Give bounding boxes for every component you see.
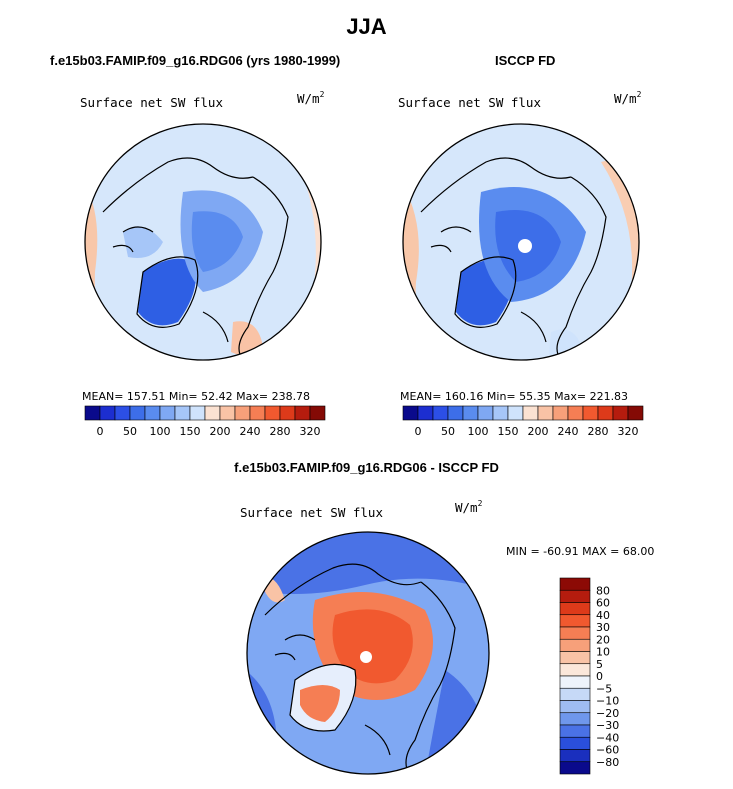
figure-title: JJA bbox=[346, 14, 387, 39]
model-colorbar-swatch bbox=[174, 405, 191, 421]
model-colorbar-swatch bbox=[249, 405, 266, 421]
obs-colorbar-tick: 200 bbox=[528, 425, 549, 438]
diff-colorbar-tick: −30 bbox=[596, 719, 619, 732]
obs-colorbar-swatch bbox=[477, 405, 494, 421]
diff-colorbar-swatch bbox=[559, 749, 591, 763]
diff-colorbar-swatch bbox=[559, 663, 591, 677]
model-colorbar-tick: 100 bbox=[150, 425, 171, 438]
diff-colorbar-swatch bbox=[559, 724, 591, 738]
model-colorbar-swatch bbox=[294, 405, 311, 421]
model-colorbar-swatch bbox=[219, 405, 236, 421]
obs-colorbar-tick: 0 bbox=[415, 425, 422, 438]
obs-colorbar-swatch bbox=[417, 405, 434, 421]
model-units: W/m2 bbox=[297, 90, 325, 106]
model-colorbar-swatch bbox=[84, 405, 101, 421]
obs-polar-map bbox=[402, 123, 640, 361]
diff-colorbar-swatch bbox=[559, 577, 591, 591]
diff-colorbar-tick: 5 bbox=[596, 658, 603, 671]
obs-colorbar-swatch bbox=[492, 405, 509, 421]
diff-colorbar-swatch bbox=[559, 761, 591, 775]
obs-colorbar-swatch bbox=[567, 405, 584, 421]
diff-colorbar-swatch bbox=[559, 700, 591, 714]
obs-colorbar-tick: 280 bbox=[588, 425, 609, 438]
diff-colorbar-swatch bbox=[559, 687, 591, 701]
model-colorbar-swatch bbox=[264, 405, 281, 421]
model-variable-label: Surface net SW flux bbox=[80, 95, 223, 110]
obs-colorbar-swatch bbox=[402, 405, 419, 421]
obs-colorbar-tick: 150 bbox=[498, 425, 519, 438]
model-panel-title: f.e15b03.FAMIP.f09_g16.RDG06 (yrs 1980-1… bbox=[50, 53, 341, 68]
diff-colorbar-swatch bbox=[559, 589, 591, 603]
diff-colorbar-swatch bbox=[559, 614, 591, 628]
model-colorbar-swatch bbox=[279, 405, 296, 421]
obs-colorbar-swatch bbox=[627, 405, 644, 421]
model-colorbar-tick: 240 bbox=[240, 425, 261, 438]
obs-stats: MEAN= 160.16 Min= 55.35 Max= 221.83 bbox=[400, 390, 629, 403]
diff-colorbar-swatch bbox=[559, 638, 591, 652]
diff-colorbar-swatch bbox=[559, 626, 591, 640]
obs-colorbar-swatch bbox=[552, 405, 569, 421]
diff-colorbar-tick: 40 bbox=[596, 609, 610, 622]
diff-colorbar-tick: −20 bbox=[596, 707, 619, 720]
diff-colorbar-tick: 60 bbox=[596, 597, 610, 610]
model-colorbar: 0 50 100 150 200 240 280 320 bbox=[84, 405, 326, 438]
model-colorbar-tick: 0 bbox=[97, 425, 104, 438]
diff-colorbar-swatch bbox=[559, 736, 591, 750]
obs-colorbar-swatch bbox=[447, 405, 464, 421]
diff-minmax: MIN = -60.91 MAX = 68.00 bbox=[506, 545, 655, 558]
model-colorbar-swatch bbox=[309, 405, 326, 421]
diff-colorbar-tick: −10 bbox=[596, 695, 619, 708]
model-colorbar-tick: 280 bbox=[270, 425, 291, 438]
obs-colorbar-tick: 50 bbox=[441, 425, 455, 438]
obs-colorbar-tick: 100 bbox=[468, 425, 489, 438]
model-colorbar-swatch bbox=[189, 405, 206, 421]
model-colorbar-tick: 320 bbox=[300, 425, 321, 438]
diff-colorbar-swatch bbox=[559, 651, 591, 665]
diff-colorbar-tick: −80 bbox=[596, 756, 619, 769]
model-colorbar-swatch bbox=[99, 405, 116, 421]
diff-panel-title: f.e15b03.FAMIP.f09_g16.RDG06 - ISCCP FD bbox=[234, 460, 499, 475]
diff-colorbar-tick: 0 bbox=[596, 670, 603, 683]
model-colorbar-swatch bbox=[204, 405, 221, 421]
obs-panel-title: ISCCP FD bbox=[495, 53, 556, 68]
diff-colorbar-tick: 10 bbox=[596, 646, 610, 659]
obs-colorbar-swatch bbox=[582, 405, 599, 421]
diff-colorbar-tick: −5 bbox=[596, 682, 612, 695]
model-colorbar-swatch bbox=[144, 405, 161, 421]
diff-colorbar-tick: 30 bbox=[596, 621, 610, 634]
model-stats: MEAN= 157.51 Min= 52.42 Max= 238.78 bbox=[82, 390, 311, 403]
model-colorbar-tick: 50 bbox=[123, 425, 137, 438]
model-colorbar-swatch bbox=[159, 405, 176, 421]
model-colorbar-tick: 200 bbox=[210, 425, 231, 438]
obs-colorbar-swatch bbox=[537, 405, 554, 421]
obs-units: W/m2 bbox=[614, 90, 642, 106]
obs-colorbar-tick: 240 bbox=[558, 425, 579, 438]
diff-colorbar-tick: 20 bbox=[596, 633, 610, 646]
model-polar-map bbox=[84, 123, 322, 361]
diff-colorbar-swatch bbox=[559, 675, 591, 689]
obs-colorbar-swatch bbox=[612, 405, 629, 421]
obs-colorbar: 0 50 100 150 200 240 280 320 bbox=[402, 405, 644, 438]
model-colorbar-swatch bbox=[129, 405, 146, 421]
model-colorbar-tick: 150 bbox=[180, 425, 201, 438]
diff-units: W/m2 bbox=[455, 499, 483, 515]
diff-colorbar-swatch bbox=[559, 712, 591, 726]
diff-colorbar-tick: −60 bbox=[596, 744, 619, 757]
obs-colorbar-tick: 320 bbox=[618, 425, 639, 438]
obs-colorbar-swatch bbox=[432, 405, 449, 421]
obs-colorbar-swatch bbox=[462, 405, 479, 421]
model-colorbar-swatch bbox=[114, 405, 131, 421]
obs-colorbar-swatch bbox=[522, 405, 539, 421]
model-colorbar-swatch bbox=[234, 405, 251, 421]
diff-colorbar-tick: 80 bbox=[596, 584, 610, 597]
obs-colorbar-swatch bbox=[597, 405, 614, 421]
obs-variable-label: Surface net SW flux bbox=[398, 95, 541, 110]
diff-variable-label: Surface net SW flux bbox=[240, 505, 383, 520]
diff-colorbar-swatch bbox=[559, 602, 591, 616]
diff-polar-map bbox=[246, 531, 490, 775]
diff-colorbar-tick: −40 bbox=[596, 731, 619, 744]
obs-colorbar-swatch bbox=[507, 405, 524, 421]
